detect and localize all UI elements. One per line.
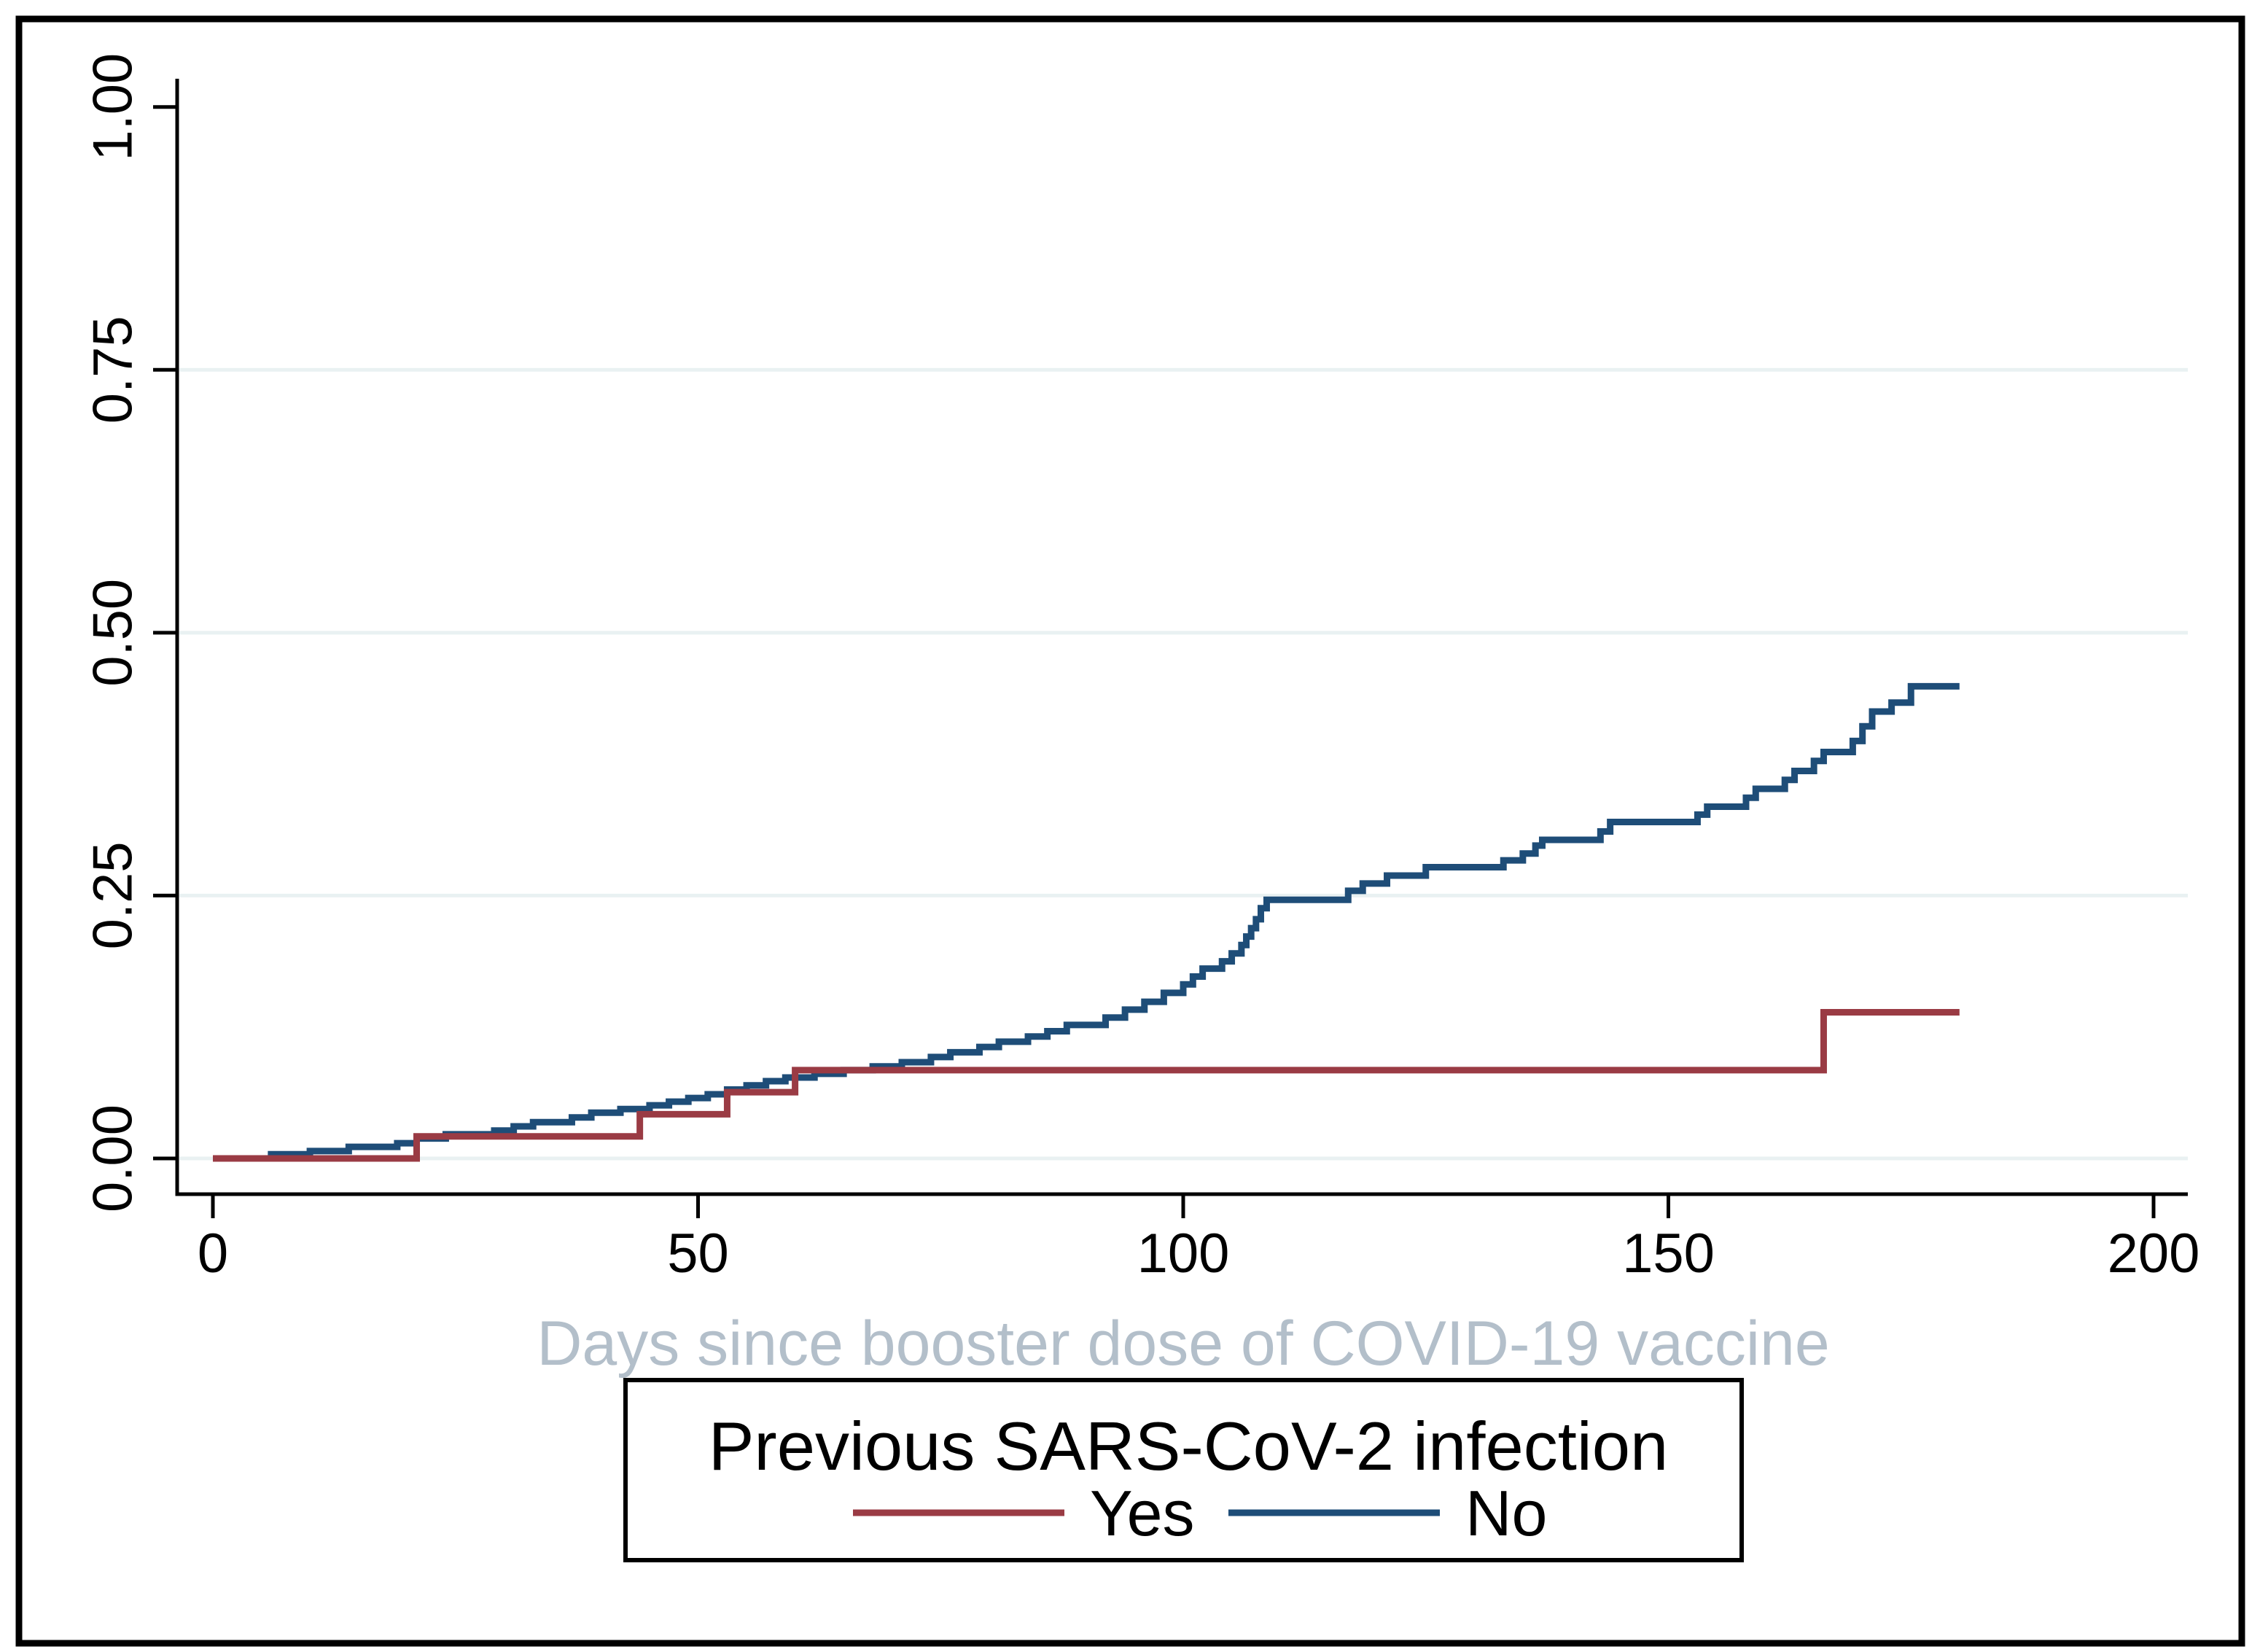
series-line-no <box>213 682 1960 1162</box>
y-tick-label-0.00: 0.00 <box>82 1104 144 1212</box>
x-tick-label-100: 100 <box>1137 1223 1230 1285</box>
x-tick-label-150: 150 <box>1622 1223 1715 1285</box>
legend-label-no: No <box>1465 1477 1548 1549</box>
legend-border <box>623 1378 1744 1562</box>
y-tick-label-0.25: 0.25 <box>82 841 144 949</box>
axes: 0.00 0.25 0.50 0.75 1.00 0 50 100 150 200 <box>82 53 2200 1285</box>
series-lines <box>213 682 1960 1162</box>
x-tick-label-50: 50 <box>667 1223 729 1285</box>
y-tick-label-1.00: 1.00 <box>82 53 144 161</box>
figure-border <box>15 15 2245 1647</box>
legend-box: Previous SARS-CoV-2 infection Yes No <box>623 1378 1744 1562</box>
series-line-yes <box>213 1009 1960 1162</box>
gridlines <box>179 367 2188 1161</box>
y-tick-label-0.50: 0.50 <box>82 579 144 687</box>
x-axis-title: Days since booster dose of COVID-19 vacc… <box>537 1309 1829 1379</box>
legend-title: Previous SARS-CoV-2 infection <box>709 1408 1669 1484</box>
x-tick-label-200: 200 <box>2108 1223 2200 1285</box>
legend-label-yes: Yes <box>1090 1477 1195 1549</box>
y-tick-label-0.75: 0.75 <box>82 316 144 424</box>
x-tick-label-0: 0 <box>198 1223 228 1285</box>
